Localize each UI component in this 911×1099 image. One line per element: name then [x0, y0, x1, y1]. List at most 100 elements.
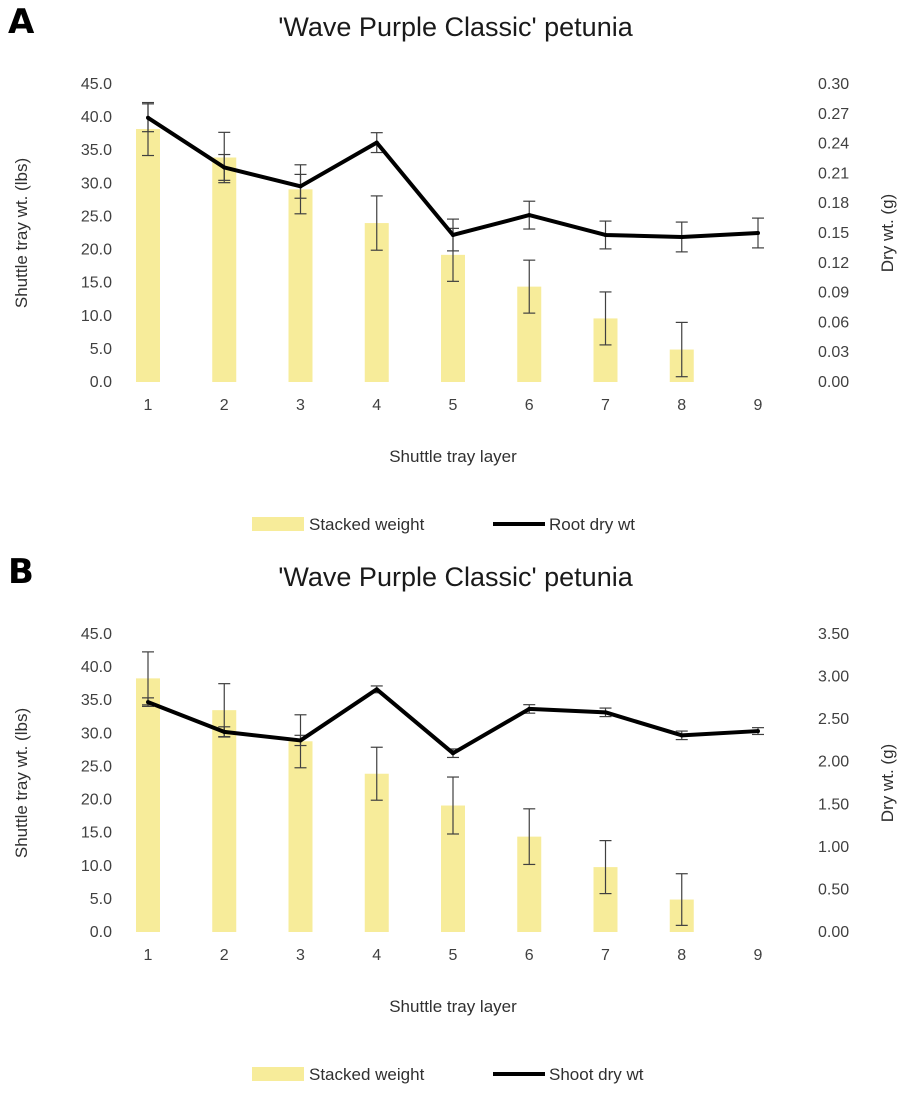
y2-tick-label: 3.50 — [818, 626, 849, 643]
y-tick-label: 30.0 — [81, 175, 112, 192]
x-tick-label: 6 — [525, 947, 534, 964]
y2-tick-label: 0.00 — [818, 924, 849, 941]
bar — [136, 678, 160, 932]
x-tick-label: 5 — [449, 397, 458, 414]
x-tick-label: 9 — [754, 397, 763, 414]
y2-tick-label: 0.09 — [818, 285, 849, 302]
line-point — [679, 733, 684, 738]
bar — [212, 157, 237, 382]
y2-tick-label: 3.00 — [818, 669, 849, 686]
y-tick-label: 45.0 — [81, 76, 112, 93]
chart-panel-b: B 'Wave Purple Classic' petunia 0.0 5.0 10… — [0, 550, 911, 1099]
y-tick-label: 20.0 — [81, 792, 112, 809]
chart-title: 'Wave Purple Classic' petunia — [278, 12, 633, 42]
chart-title: 'Wave Purple Classic' petunia — [278, 562, 633, 592]
x-tick-label: 8 — [677, 397, 686, 414]
legend-swatch-bar — [252, 1067, 304, 1081]
y-tick-label: 15.0 — [81, 825, 112, 842]
x-tick-label: 3 — [296, 397, 305, 414]
x-tick-label: 3 — [296, 947, 305, 964]
x-tick-label: 4 — [372, 947, 381, 964]
y2-tick-label: 1.50 — [818, 796, 849, 813]
line-point — [222, 165, 227, 170]
bar — [136, 129, 160, 382]
y-tick-label: 15.0 — [81, 275, 112, 292]
legend-label: Root dry wt — [549, 515, 635, 534]
line-point — [603, 232, 608, 237]
y2-tick-label: 0.03 — [818, 344, 849, 361]
y-tick-label: 40.0 — [81, 659, 112, 676]
line-point — [603, 710, 608, 715]
x-axis-label: Shuttle tray layer — [389, 997, 517, 1016]
y-axis-label: Shuttle tray wt. (lbs) — [12, 158, 31, 308]
y2-axis-label: Dry wt. (g) — [878, 744, 897, 822]
y2-axis-label: Dry wt. (g) — [878, 194, 897, 272]
legend-swatch-bar — [252, 517, 304, 531]
y-axis-label: Shuttle tray wt. (lbs) — [12, 708, 31, 858]
x-tick-label: 9 — [754, 947, 763, 964]
y-tick-label: 10.0 — [81, 858, 112, 875]
x-tick-label: 6 — [525, 397, 534, 414]
y2-tick-label: 0.18 — [818, 195, 849, 212]
line-point — [298, 184, 303, 189]
x-tick-label: 8 — [677, 947, 686, 964]
y2-tick-label: 0.30 — [818, 76, 849, 93]
y-tick-label: 20.0 — [81, 242, 112, 259]
y-tick-label: 5.0 — [90, 341, 112, 358]
chart-svg: 0.0 5.0 10.0 15.0 20.0 25.0 30.0 35.0 40.0 45.0 0.… — [12, 76, 897, 534]
x-tick-label: 4 — [372, 397, 381, 414]
y2-tick-label: 0.12 — [818, 255, 849, 272]
chart-panel-a: A 'Wave Purple Classic' petunia 0.0 5.0 10… — [8, 2, 897, 534]
y2-tick-label: 0.06 — [818, 314, 849, 331]
line-point — [222, 729, 227, 734]
line-point — [451, 751, 455, 756]
y-tick-label: 40.0 — [81, 109, 112, 126]
line-point — [146, 700, 150, 705]
y2-tick-label: 0.24 — [818, 136, 849, 153]
x-tick-label: 2 — [220, 397, 229, 414]
y-tick-label: 5.0 — [90, 891, 112, 908]
line-point — [756, 729, 760, 734]
line-point — [298, 738, 303, 743]
line-point — [527, 706, 532, 711]
bar — [288, 741, 313, 932]
bar — [212, 710, 237, 932]
x-tick-label: 2 — [220, 947, 229, 964]
bar — [288, 189, 313, 382]
y-tick-label: 35.0 — [81, 692, 112, 709]
y2-tick-label: 2.50 — [818, 711, 849, 728]
y2-tick-label: 0.00 — [818, 374, 849, 391]
x-tick-label: 5 — [449, 947, 458, 964]
y-tick-label: 35.0 — [81, 142, 112, 159]
line-point — [374, 687, 379, 692]
x-tick-label: 1 — [144, 397, 153, 414]
line-point — [756, 231, 760, 235]
line-point — [679, 234, 684, 239]
legend-label: Stacked weight — [309, 1065, 425, 1084]
legend-label: Shoot dry wt — [549, 1065, 644, 1084]
y2-tick-label: 0.50 — [818, 881, 849, 898]
y2-tick-label: 0.27 — [818, 106, 849, 123]
line-point — [527, 213, 532, 218]
y2-tick-label: 2.00 — [818, 754, 849, 771]
y2-tick-label: 0.15 — [818, 225, 849, 242]
panel-label: B — [8, 552, 34, 592]
x-axis-label: Shuttle tray layer — [389, 447, 517, 466]
y-tick-label: 30.0 — [81, 725, 112, 742]
line-point — [451, 232, 455, 237]
y-tick-label: 10.0 — [81, 308, 112, 325]
x-tick-label: 1 — [144, 947, 153, 964]
line-point — [146, 115, 150, 120]
series-line — [147, 687, 759, 756]
y-tick-label: 25.0 — [81, 208, 112, 225]
y-tick-label: 25.0 — [81, 758, 112, 775]
x-tick-label: 7 — [601, 947, 610, 964]
chart-svg: 0.0 5.0 10.0 15.0 20.0 25.0 30.0 35.0 40.0 45.0 0.… — [12, 626, 897, 1084]
line-point — [374, 140, 379, 145]
y-tick-label: 45.0 — [81, 626, 112, 643]
y-tick-label: 0.0 — [90, 924, 112, 941]
y2-tick-label: 1.00 — [818, 839, 849, 856]
y-tick-label: 0.0 — [90, 374, 112, 391]
panel-label: A — [8, 2, 35, 42]
y2-tick-label: 0.21 — [818, 165, 849, 182]
